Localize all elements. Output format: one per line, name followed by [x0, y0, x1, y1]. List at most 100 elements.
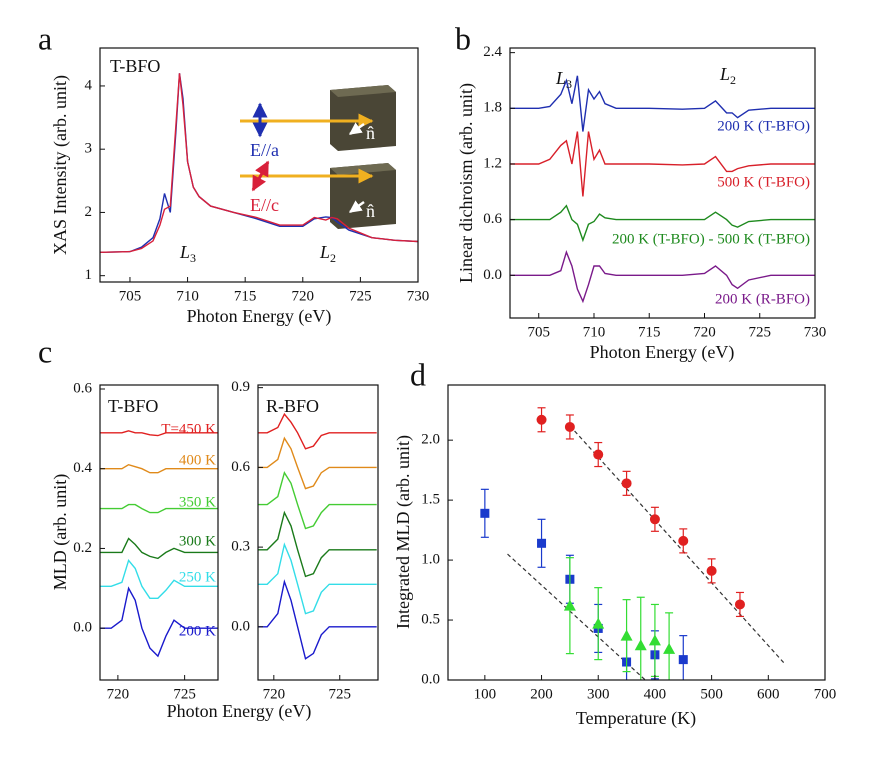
series-label: 200 K (R-BFO)	[715, 291, 810, 307]
y-axis-label: XAS Intensity (arb. unit)	[50, 75, 71, 255]
y-tick-label: 0.0	[421, 671, 440, 687]
y-tick-label: 0.6	[483, 211, 502, 227]
x-tick-label: 730	[407, 288, 430, 304]
polarization	[251, 160, 270, 192]
axes-frame	[99, 47, 419, 283]
annotation-main: L	[319, 242, 330, 262]
point	[678, 535, 689, 546]
x-tick-label: 400	[644, 686, 667, 702]
point	[621, 478, 632, 489]
x-tick-label: 700	[814, 686, 837, 702]
crystal	[330, 163, 396, 229]
point	[620, 629, 633, 641]
y-axis-label: MLD (arb. unit)	[50, 474, 71, 590]
x-tick-label: 500	[700, 686, 723, 702]
y-axis-label: Integrated MLD (arb. unit)	[393, 435, 414, 629]
x-tick-label: 720	[292, 288, 315, 304]
panel-label: d	[410, 356, 426, 392]
point	[537, 538, 547, 548]
x-tick-label: 200	[530, 686, 553, 702]
spectrum-line	[100, 558, 218, 599]
y-tick-label: 0.6	[73, 380, 92, 396]
y-tick-label: 0.2	[73, 540, 92, 556]
annotation-sub: 2	[730, 73, 736, 87]
series-label: 200 K (T-BFO) - 500 K (T-BFO)	[612, 231, 810, 247]
axes-frame	[257, 384, 379, 681]
spectrum-line	[258, 542, 377, 615]
point	[648, 634, 661, 646]
normal-label: n̂	[366, 123, 375, 143]
x-tick-label: 100	[474, 686, 497, 702]
series-label: 350 K	[179, 494, 216, 510]
annotation-sub: 3	[566, 77, 572, 91]
y-tick-label: 1	[85, 267, 93, 283]
polarization-label: E//a	[250, 140, 279, 160]
series-label: 200 K (T-BFO)	[717, 118, 810, 134]
point	[592, 617, 605, 629]
x-tick-label: 730	[804, 324, 827, 340]
annotation-sub: 2	[330, 251, 336, 265]
plot-area	[258, 412, 377, 660]
x-tick-label: 725	[173, 686, 196, 702]
series-label: T=450 K	[161, 421, 216, 437]
spectrum-line	[100, 430, 218, 437]
series-label: 250 K	[179, 569, 216, 585]
spectrum-line	[510, 75, 815, 132]
annotation: L2	[319, 242, 336, 265]
x-axis-label: Photon Energy (eV)	[187, 306, 332, 327]
normal-arrow	[348, 122, 365, 136]
point	[734, 599, 745, 610]
annotation: L3	[555, 68, 572, 91]
x-tick-label: 710	[176, 288, 199, 304]
x-tick-label: 720	[263, 686, 286, 702]
x-tick-label: 725	[329, 686, 352, 702]
x-tick-label: 705	[527, 324, 550, 340]
y-tick-label: 0.0	[231, 618, 250, 634]
axes-frame	[509, 47, 816, 319]
series-label: 500 K (T-BFO)	[717, 174, 810, 190]
panel-title: T-BFO	[108, 396, 158, 416]
x-tick-label: 725	[748, 324, 771, 340]
x-tick-label: 710	[583, 324, 606, 340]
spectrum-line	[510, 249, 815, 304]
panel-label: c	[38, 333, 52, 369]
point	[564, 421, 575, 432]
panel-title: R-BFO	[266, 396, 319, 416]
y-tick-label: 0.0	[73, 620, 92, 636]
normal-label: n̂	[366, 201, 375, 221]
x-axis-label: Temperature (K)	[576, 708, 696, 729]
fit-line	[569, 425, 786, 665]
spectrum-line	[100, 503, 218, 514]
spectrum-line	[258, 579, 377, 660]
spectrum-line	[100, 463, 218, 474]
panel-label: a	[38, 20, 52, 56]
y-tick-label: 0.9	[231, 379, 250, 395]
annotation-main: L	[179, 242, 190, 262]
point	[634, 639, 647, 651]
spectrum-line	[100, 586, 218, 658]
x-tick-label: 715	[234, 288, 257, 304]
series-label: 200 K	[179, 623, 216, 639]
axes-frame	[99, 384, 219, 681]
point	[663, 642, 676, 654]
crystal-top	[330, 85, 396, 97]
plot-area	[510, 75, 815, 304]
x-axis-label: Photon Energy (eV)	[167, 701, 312, 722]
panel-title: T-BFO	[110, 56, 160, 76]
normal-arrow	[348, 200, 365, 214]
y-tick-label: 4	[85, 77, 93, 93]
y-axis-label: Linear dichroism (arb. unit)	[456, 83, 477, 283]
y-tick-label: 1.8	[483, 100, 502, 116]
plot-area	[100, 73, 418, 253]
y-tick-label: 0.6	[231, 459, 250, 475]
x-tick-label: 720	[693, 324, 716, 340]
point	[480, 508, 490, 518]
x-tick-label: 715	[638, 324, 661, 340]
annotation-main: L	[555, 68, 566, 88]
y-tick-label: 2.4	[483, 44, 502, 60]
panel-label: b	[455, 20, 471, 56]
y-tick-label: 0.4	[73, 460, 92, 476]
point	[536, 414, 547, 425]
spectrum-line	[100, 537, 218, 560]
